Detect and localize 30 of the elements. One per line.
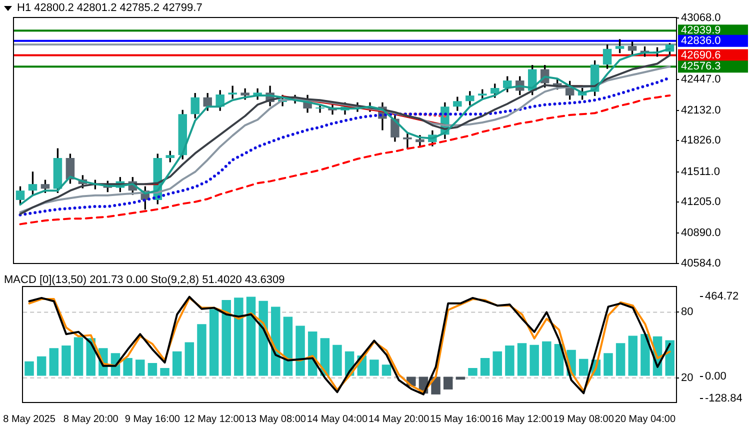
ref-line-label: 42939.9 — [681, 24, 721, 37]
y-tick-label: 464.72 — [705, 290, 739, 303]
y-tick-label: 42132.0 — [681, 104, 721, 116]
y-tick-label: 42447.0 — [681, 73, 721, 86]
x-tick-label: 15 May 16:00 — [430, 414, 492, 425]
y2-tick-label: 20 — [681, 372, 694, 384]
y-tick-label: 41511.0 — [681, 166, 720, 178]
y-tick-label: 43068.0 — [681, 12, 721, 24]
x-tick-label: 8 May 2025 — [3, 414, 56, 425]
y-tick-label: 41205.0 — [681, 196, 721, 208]
x-tick-label: 14 May 04:00 — [306, 414, 368, 425]
x-tick-label: 20 May 04:00 — [614, 414, 676, 425]
x-tick-label: 9 May 16:00 — [124, 414, 180, 425]
y-tick-label: -128.84 — [705, 392, 742, 404]
chart-title: H1 42800.2 42801.2 42785.2 42799.7 — [17, 2, 202, 14]
ref-line-label: 42576.3 — [681, 60, 721, 73]
y-tick-label: 41826.0 — [681, 134, 721, 147]
y-tick-label: 0.00 — [705, 370, 726, 382]
x-tick-label: 19 May 08:00 — [553, 414, 614, 425]
x-tick-label: 12 May 12:00 — [184, 414, 245, 425]
y-tick-label: 40890.0 — [681, 227, 721, 240]
y2-tick-label: 80 — [681, 306, 694, 318]
x-tick-label: 13 May 08:00 — [245, 414, 306, 425]
y-tick-label: 40584.0 — [681, 257, 721, 270]
text: MACD [0](13,50) 201.73 0.00 Sto(9,2,8) 51.4020 43.6309 — [4, 274, 285, 286]
ref-line-label: 42690.6 — [681, 49, 721, 62]
x-tick-label: 14 May 20:00 — [368, 414, 430, 425]
ref-line-label: 42836.0 — [681, 34, 721, 47]
x-tick-label: 16 May 12:00 — [492, 414, 553, 425]
x-tick-label: 8 May 20:00 — [63, 414, 119, 425]
